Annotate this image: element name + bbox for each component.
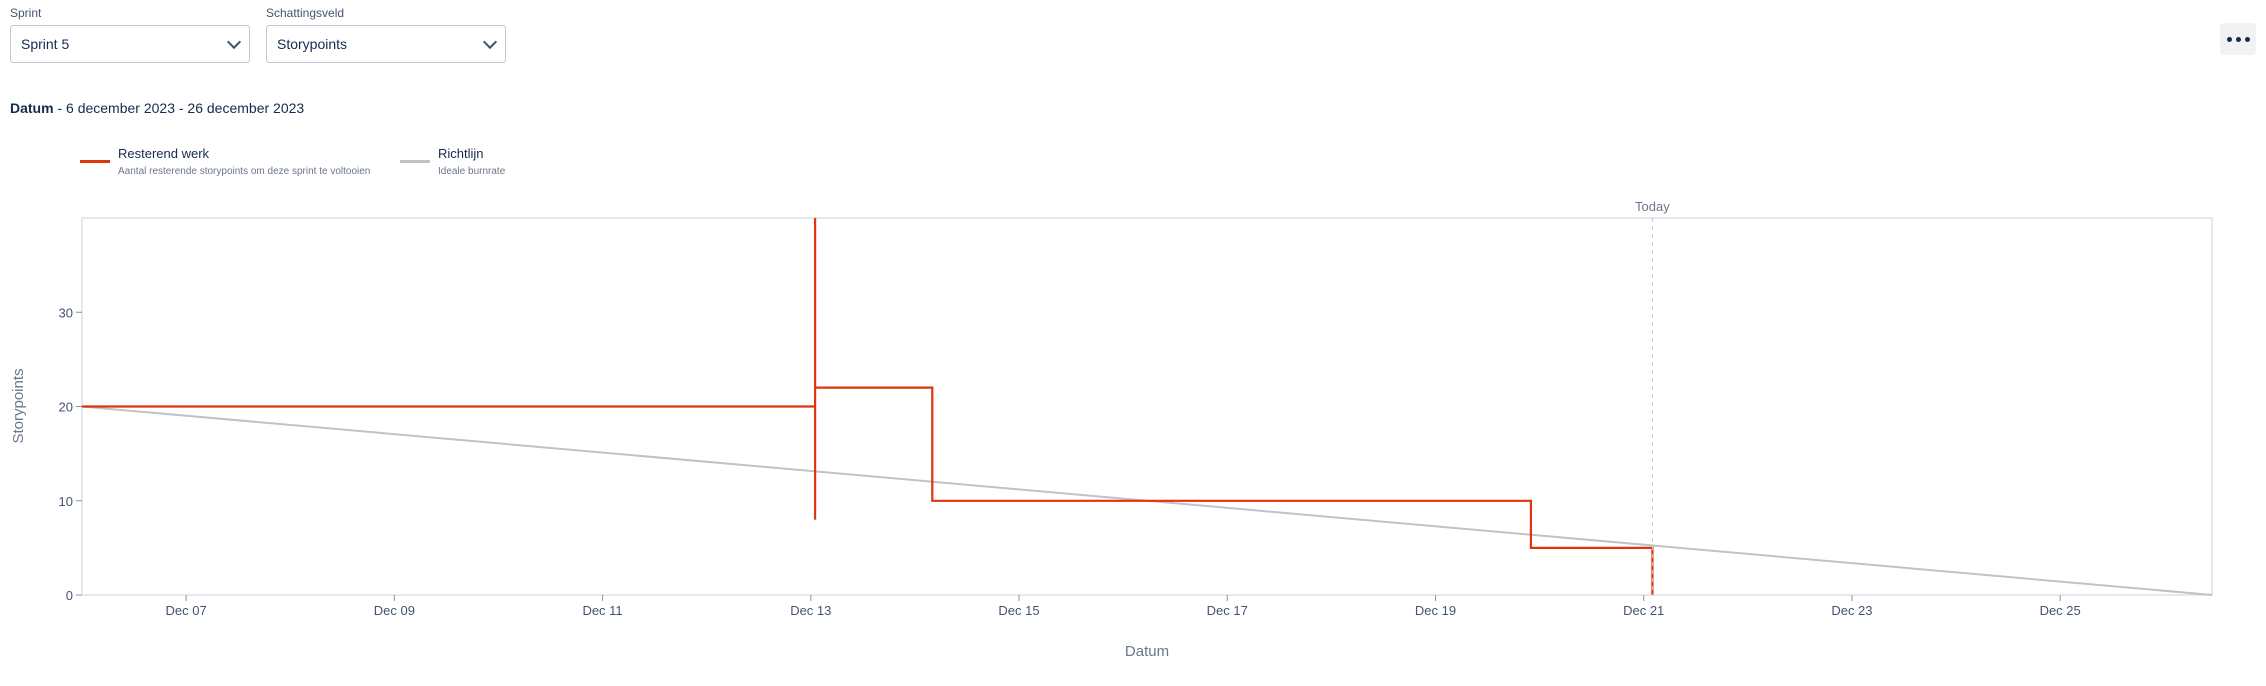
legend-desc-remaining: Aantal resterende storypoints om deze sp… bbox=[118, 166, 371, 177]
more-options-button[interactable] bbox=[2220, 23, 2256, 55]
x-tick-label: Dec 09 bbox=[374, 603, 415, 618]
x-tick-label: Dec 11 bbox=[582, 603, 622, 618]
estimation-field-value: Storypoints bbox=[277, 36, 348, 52]
today-marker-label: Today bbox=[1635, 199, 1670, 214]
y-tick-label: 0 bbox=[66, 588, 73, 603]
y-tick-label: 30 bbox=[59, 305, 73, 320]
x-tick-label: Dec 13 bbox=[790, 603, 831, 618]
date-range-separator: - bbox=[53, 100, 67, 116]
date-range-label: Datum bbox=[10, 100, 54, 116]
y-tick-label: 10 bbox=[59, 494, 73, 509]
x-axis-label: Datum bbox=[1125, 643, 1169, 660]
more-dots-icon bbox=[2226, 36, 2232, 42]
x-tick-label: Dec 15 bbox=[998, 603, 1039, 618]
x-tick-label: Dec 25 bbox=[2040, 603, 2081, 618]
x-tick-label: Dec 17 bbox=[1207, 603, 1248, 618]
x-axis: Dec 07 Dec 09 Dec 11 Dec 13 Dec 15 Dec 17 Dec … bbox=[166, 595, 2081, 618]
series-line-remaining-work bbox=[82, 218, 1654, 595]
estimation-field-label: Schattingsveld bbox=[266, 6, 345, 20]
date-range: Datum - 6 december 2023 - 26 december 20… bbox=[10, 100, 304, 116]
series-layer bbox=[81, 218, 2213, 596]
legend-swatch-remaining bbox=[80, 160, 110, 163]
y-tick-label: 20 bbox=[59, 400, 73, 415]
legend-desc-guideline: Ideale burnrate bbox=[438, 166, 506, 177]
date-range-value: 6 december 2023 - 26 december 2023 bbox=[66, 100, 305, 116]
legend-title-remaining: Resterend werk bbox=[118, 146, 210, 161]
x-tick-label: Dec 23 bbox=[1831, 603, 1872, 618]
more-dot bbox=[2235, 36, 2241, 42]
estimation-field-select[interactable]: Storypoints bbox=[266, 25, 506, 63]
x-tick-label: Dec 19 bbox=[1415, 603, 1456, 618]
x-tick-label: Dec 07 bbox=[166, 603, 207, 618]
sprint-select-value: Sprint 5 bbox=[21, 36, 70, 52]
more-dot bbox=[2244, 36, 2250, 42]
today-layer: Today bbox=[1635, 199, 1670, 595]
sprint-label: Sprint bbox=[10, 6, 42, 20]
sprint-select[interactable]: Sprint 5 bbox=[10, 25, 250, 63]
legend-title-guideline: Richtlijn bbox=[438, 146, 484, 161]
y-axis-label: Storypoints bbox=[10, 368, 27, 443]
x-tick-label: Dec 21 bbox=[1623, 603, 1664, 618]
legend-swatch-guideline bbox=[400, 160, 430, 163]
y-axis: 0 10 20 30 bbox=[59, 305, 82, 603]
